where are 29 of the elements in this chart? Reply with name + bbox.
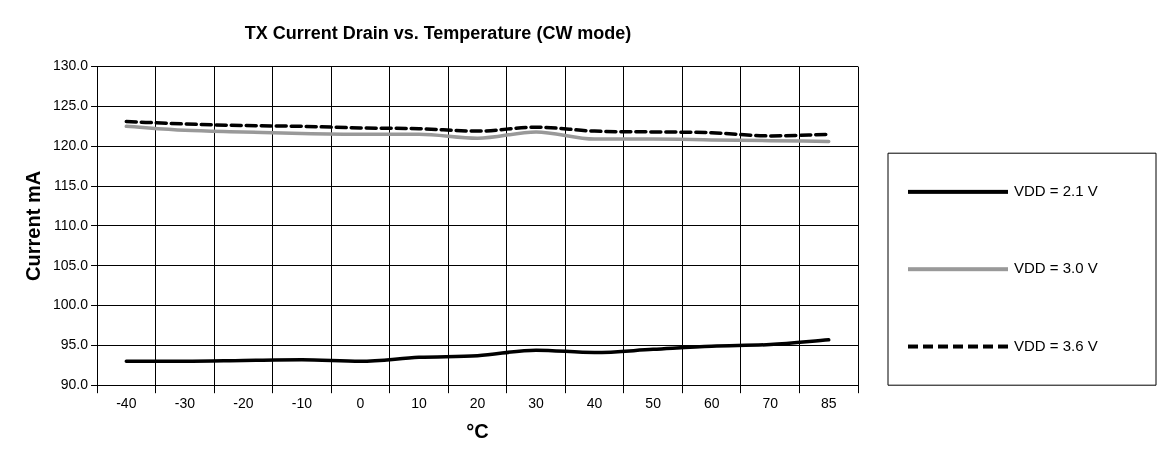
legend-label: VDD = 2.1 V bbox=[1014, 182, 1098, 200]
y-tick-label: 90.0 bbox=[60, 376, 89, 393]
y-tick-label: 130.0 bbox=[52, 57, 89, 74]
x-tick-label: -20 bbox=[233, 395, 254, 412]
y-tick-label: 125.0 bbox=[52, 97, 89, 114]
y-tick-label: 105.0 bbox=[52, 256, 89, 273]
x-tick-label: 0 bbox=[356, 395, 365, 412]
x-tick-label: 20 bbox=[469, 395, 486, 412]
y-axis-title: Current mA bbox=[21, 170, 44, 281]
x-tick-label: -40 bbox=[116, 395, 137, 412]
y-tick-label: 110.0 bbox=[54, 216, 89, 233]
x-tick-label: 30 bbox=[528, 395, 545, 412]
x-tick-label: 70 bbox=[762, 395, 779, 412]
y-tick-label: 115.0 bbox=[54, 176, 89, 193]
x-tick-label: 85 bbox=[820, 395, 837, 412]
x-tick-label: 40 bbox=[586, 395, 603, 412]
x-tick-label: 10 bbox=[411, 395, 427, 412]
x-tick-label: -30 bbox=[174, 395, 196, 412]
legend-label: VDD = 3.0 V bbox=[1014, 259, 1098, 277]
legend-label: VDD = 3.6 V bbox=[1014, 336, 1098, 354]
x-tick-label: 50 bbox=[645, 395, 662, 412]
x-tick-label: 60 bbox=[703, 395, 720, 412]
chart-title: TX Current Drain vs. Temperature (CW mode) bbox=[244, 22, 632, 43]
x-tick-label: -10 bbox=[291, 395, 313, 412]
line-series bbox=[124, 124, 831, 144]
y-tick-label: 100.0 bbox=[52, 296, 89, 313]
y-tick-label: 120.0 bbox=[52, 137, 89, 154]
y-tick-label: 95.0 bbox=[60, 336, 89, 353]
x-axis-title: °C bbox=[466, 419, 489, 442]
